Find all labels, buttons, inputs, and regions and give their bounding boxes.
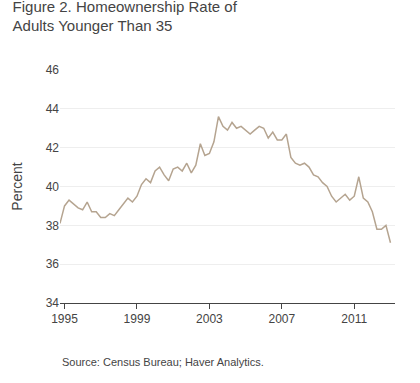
svg-text:46: 46 — [46, 63, 60, 77]
svg-text:2011: 2011 — [341, 312, 367, 326]
svg-text:1995: 1995 — [51, 312, 78, 326]
svg-text:42: 42 — [46, 141, 60, 155]
svg-text:Source: Census Bureau; Haver A: Source: Census Bureau; Haver Analytics. — [62, 356, 264, 368]
svg-text:40: 40 — [46, 180, 60, 194]
svg-text:38: 38 — [46, 219, 60, 233]
svg-text:1999: 1999 — [124, 312, 151, 326]
svg-text:Figure 2. Homeownership Rate o: Figure 2. Homeownership Rate ofAdults Yo… — [13, 0, 238, 34]
svg-text:44: 44 — [46, 102, 60, 116]
svg-text:34: 34 — [46, 296, 60, 310]
svg-text:2003: 2003 — [196, 312, 223, 326]
svg-text:2007: 2007 — [268, 312, 295, 326]
svg-text:Percent: Percent — [9, 162, 25, 210]
svg-text:36: 36 — [46, 257, 60, 271]
